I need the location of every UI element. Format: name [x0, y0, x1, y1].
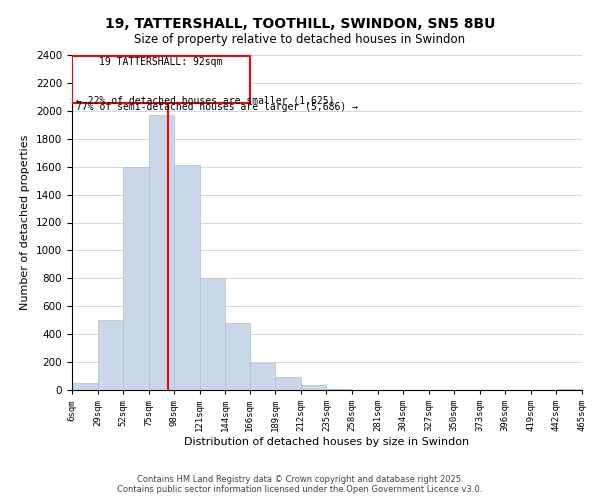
Bar — [174, 166, 200, 390]
Text: Contains HM Land Registry data © Crown copyright and database right 2025.
Contai: Contains HM Land Registry data © Crown c… — [118, 474, 482, 494]
X-axis label: Distribution of detached houses by size in Swindon: Distribution of detached houses by size … — [184, 437, 470, 447]
Bar — [149, 115, 174, 390]
Text: ← 22% of detached houses are smaller (1,625): ← 22% of detached houses are smaller (1,… — [76, 95, 335, 105]
Bar — [275, 378, 301, 390]
Bar — [226, 323, 250, 390]
Bar — [123, 166, 149, 390]
Bar — [326, 388, 352, 390]
Bar — [556, 388, 582, 390]
Text: 19, TATTERSHALL, TOOTHILL, SWINDON, SN5 8BU: 19, TATTERSHALL, TOOTHILL, SWINDON, SN5 … — [105, 18, 495, 32]
Bar — [72, 56, 250, 103]
Bar — [301, 385, 326, 390]
Bar — [72, 383, 98, 390]
Text: Size of property relative to detached houses in Swindon: Size of property relative to detached ho… — [134, 32, 466, 46]
Bar — [250, 363, 275, 390]
Y-axis label: Number of detached properties: Number of detached properties — [20, 135, 31, 310]
Text: 19 TATTERSHALL: 92sqm: 19 TATTERSHALL: 92sqm — [99, 57, 223, 67]
Bar — [98, 320, 123, 390]
Bar — [200, 278, 226, 390]
Text: 77% of semi-detached houses are larger (5,686) →: 77% of semi-detached houses are larger (… — [76, 102, 358, 112]
